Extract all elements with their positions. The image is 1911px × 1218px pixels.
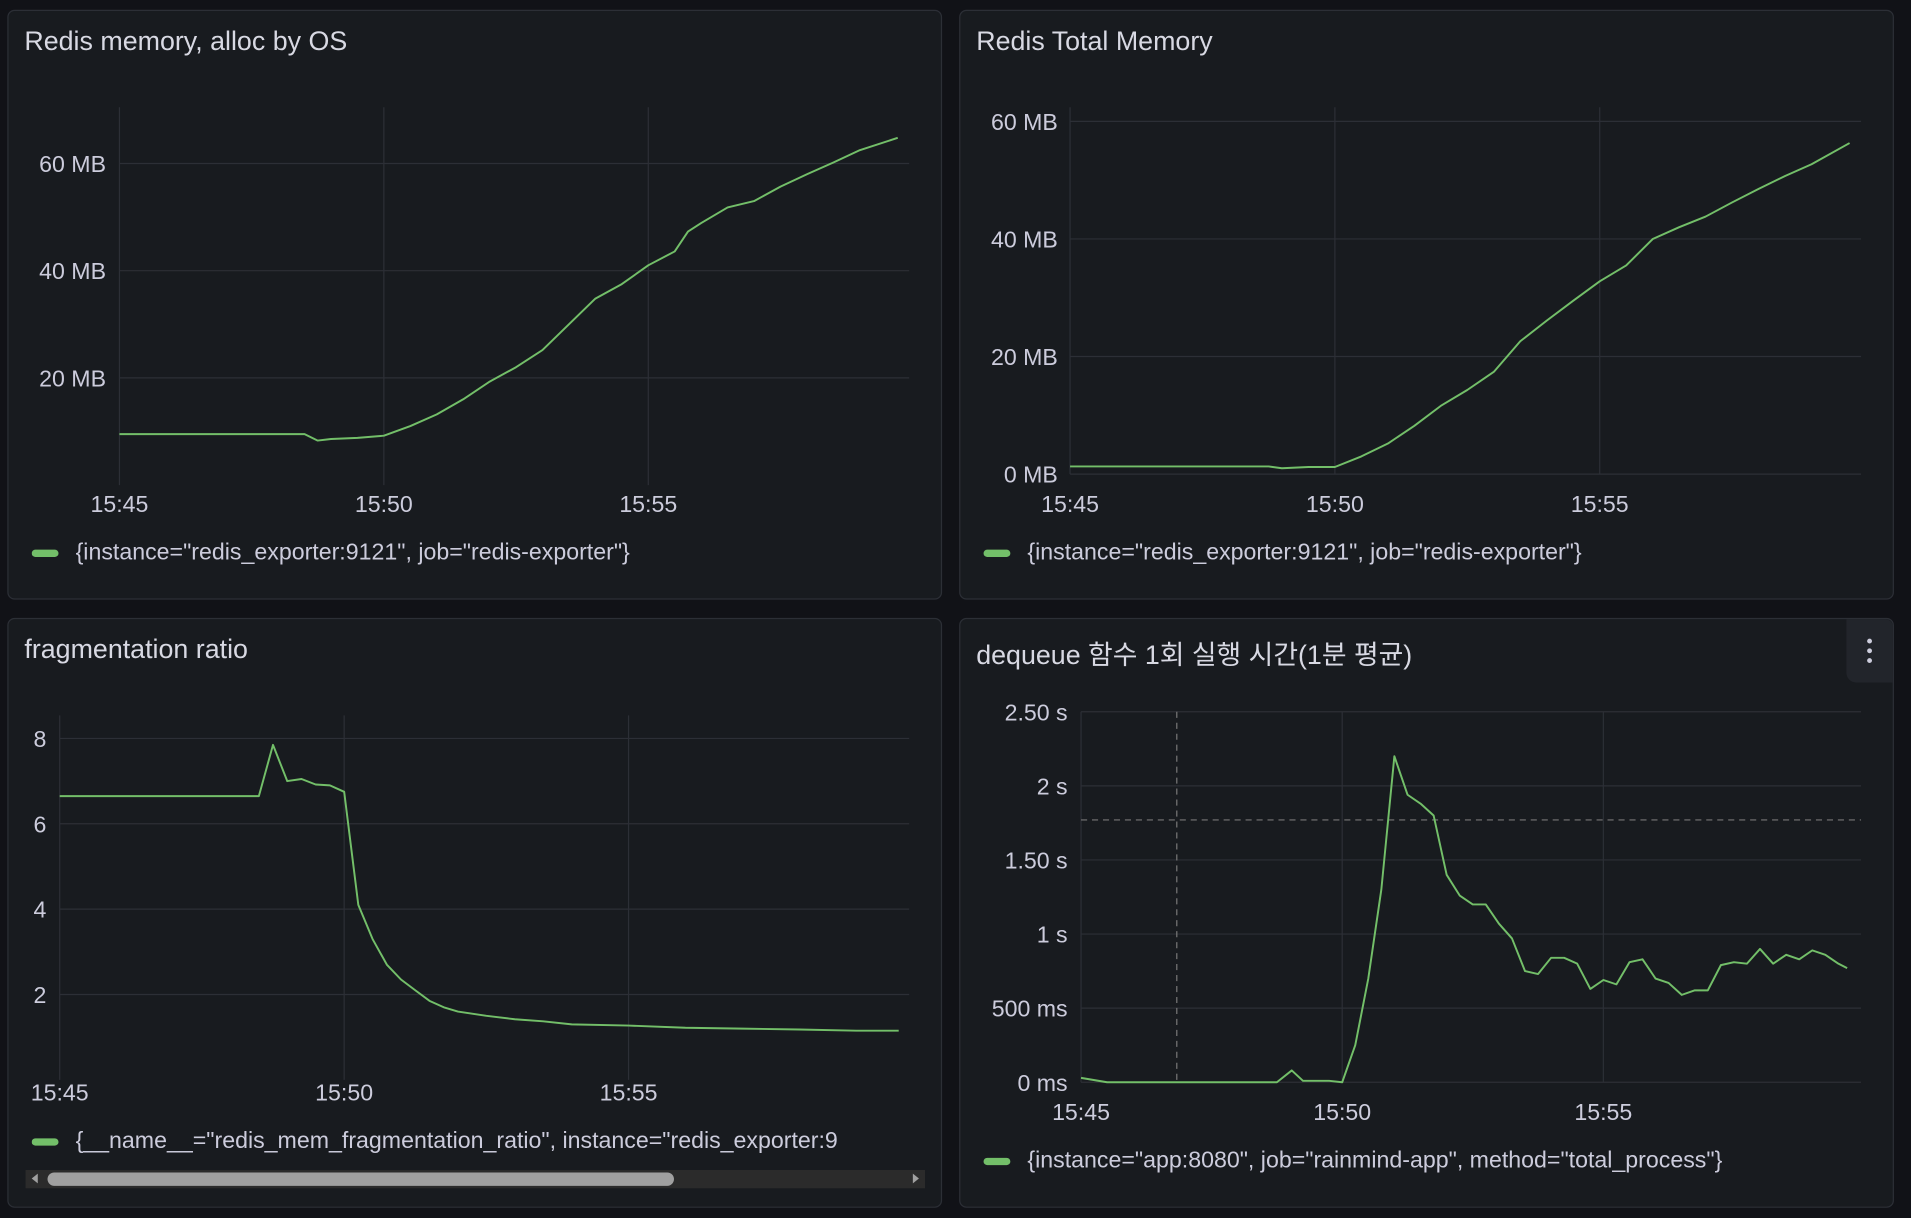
legend-item[interactable]: {instance="redis_exporter:9121", job="re… [31,539,934,567]
y-tick-label: 4 [33,897,46,923]
y-tick-label: 40 MB [991,226,1058,252]
kebab-dot [1867,658,1872,663]
y-tick-label: 2.50 s [1005,699,1068,725]
y-tick-label: 8 [33,726,46,752]
panel-dequeue-time: dequeue 함수 1회 실행 시간(1분 평균) {instance="ap… [959,617,1894,1208]
legend-item[interactable]: {instance="redis_exporter:9121", job="re… [983,539,1886,567]
x-tick-label: 15:55 [1571,491,1629,517]
x-tick-label: 15:50 [1306,491,1364,517]
y-tick-label: 20 MB [39,365,106,391]
legend-horizontal-scrollbar[interactable] [25,1170,926,1189]
scrollbar-thumb[interactable] [47,1172,674,1186]
x-tick-label: 15:50 [1313,1099,1371,1125]
y-tick-label: 6 [33,811,46,837]
scroll-right-arrow-icon[interactable] [912,1173,919,1184]
series-color-swatch [31,549,59,557]
x-tick-label: 15:45 [1052,1099,1110,1125]
y-tick-label: 2 [33,982,46,1008]
panel-title: dequeue 함수 1회 실행 시간(1분 평균) [976,639,1413,671]
legend-label: {instance="app:8080", job="rainmind-app"… [1027,1148,1723,1174]
legend-label: {instance="redis_exporter:9121", job="re… [1027,539,1582,566]
series-line [1070,142,1851,470]
panel-menu-button[interactable] [1846,619,1893,683]
y-tick-label: 60 MB [991,109,1058,135]
panel-fragmentation-ratio: fragmentation ratio {__name__="redis_mem… [7,617,943,1208]
panel-title: fragmentation ratio [24,633,248,665]
legend-item[interactable]: {__name__="redis_mem_fragmentation_ratio… [31,1128,925,1156]
legend-label: {instance="redis_exporter:9121", job="re… [75,539,630,566]
series-color-swatch [31,1138,59,1146]
y-tick-label: 2 s [1037,773,1068,799]
series-color-swatch [983,549,1011,557]
y-tick-label: 1 s [1037,922,1068,948]
panel-title: Redis Total Memory [976,25,1213,57]
x-tick-label: 15:45 [31,1080,89,1106]
x-tick-label: 15:50 [355,491,413,517]
y-tick-label: 0 MB [1004,462,1058,488]
series-line [59,743,899,1032]
scroll-left-arrow-icon[interactable] [31,1173,38,1184]
panel-redis-memory-alloc: Redis memory, alloc by OS {instance="red… [7,9,943,600]
y-tick-label: 40 MB [39,258,106,284]
legend-label: {__name__="redis_mem_fragmentation_ratio… [75,1128,838,1155]
x-tick-label: 15:55 [619,491,677,517]
y-tick-label: 500 ms [992,996,1068,1022]
y-tick-label: 60 MB [39,151,106,177]
series-line [1080,755,1848,1084]
x-tick-label: 15:45 [1041,491,1099,517]
y-tick-label: 0 ms [1017,1070,1067,1096]
legend-item[interactable]: {instance="app:8080", job="rainmind-app"… [983,1148,1886,1175]
panel-title: Redis memory, alloc by OS [24,25,348,57]
x-tick-label: 15:45 [90,491,148,517]
kebab-menu-icon [1867,638,1872,644]
x-tick-label: 15:55 [600,1080,658,1106]
panel-redis-total-memory: Redis Total Memory {instance="redis_expo… [959,9,1894,600]
series-color-swatch [983,1157,1011,1166]
y-tick-label: 20 MB [991,344,1058,370]
kebab-dot [1867,648,1872,654]
x-tick-label: 15:55 [1574,1099,1632,1125]
x-tick-label: 15:50 [315,1080,373,1106]
y-tick-label: 1.50 s [1005,847,1068,873]
series-line [119,136,899,442]
